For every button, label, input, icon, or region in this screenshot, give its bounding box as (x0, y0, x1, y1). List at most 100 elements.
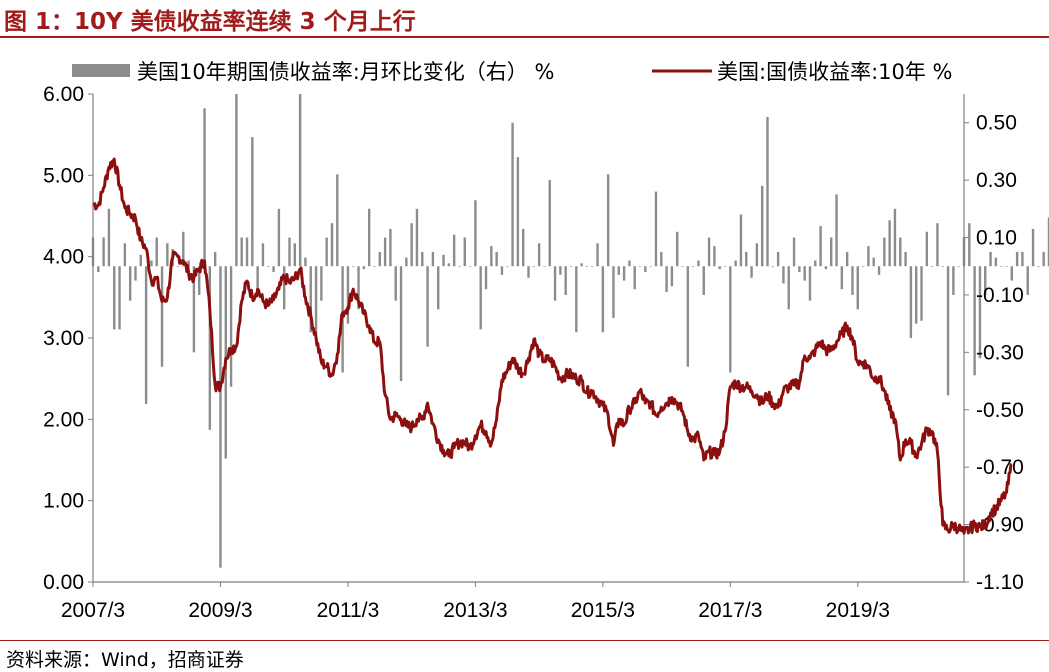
bar (702, 266, 705, 295)
bar (527, 266, 530, 278)
bar (405, 257, 408, 267)
bar (713, 246, 716, 267)
bar (893, 208, 897, 267)
right-tick-label: -0.70 (976, 456, 1024, 479)
bar (771, 266, 775, 267)
bar (203, 108, 206, 267)
bar (415, 208, 419, 267)
bar (750, 266, 753, 278)
bar (814, 260, 817, 267)
left-tick-label: 6.00 (43, 83, 84, 106)
bar (134, 266, 137, 281)
bar (314, 266, 318, 338)
bar (564, 266, 567, 295)
bar (421, 251, 424, 267)
bar (861, 266, 865, 267)
bar (734, 260, 737, 267)
bar (755, 243, 759, 267)
bar (681, 266, 684, 267)
bar (442, 254, 445, 267)
bar (787, 266, 790, 310)
bar (426, 266, 429, 347)
bar (320, 266, 323, 301)
left-tick-label: 1.00 (43, 490, 84, 513)
bar (1031, 228, 1035, 267)
bar (182, 231, 185, 267)
legend-label-bar: 美国10年期国债收益率:月环比变化（右） % (137, 60, 554, 84)
x-tick-label: 2017/3 (698, 599, 762, 622)
bar (660, 251, 663, 267)
x-tick-label: 2015/3 (571, 599, 635, 622)
bar (766, 116, 769, 267)
axes (92, 94, 965, 583)
bar (957, 266, 960, 267)
bar (936, 223, 939, 267)
bar (213, 251, 217, 267)
source-rule (0, 640, 1049, 641)
bar (994, 257, 998, 267)
bar (240, 237, 243, 267)
bar (999, 266, 1003, 267)
bar (474, 200, 477, 267)
x-tick-label: 2009/3 (188, 599, 252, 622)
bar (437, 266, 440, 310)
bar (575, 266, 578, 333)
bar (978, 266, 982, 359)
bar (128, 266, 132, 301)
bar (272, 266, 275, 272)
bar (930, 266, 934, 267)
bar (166, 243, 169, 267)
bar (676, 231, 679, 267)
bar (622, 266, 626, 281)
bar (139, 254, 142, 267)
bar (830, 237, 833, 267)
bar (506, 266, 509, 267)
bar (718, 266, 721, 270)
bar (1015, 251, 1019, 267)
bar (760, 185, 764, 267)
bar (362, 266, 366, 270)
bar (665, 266, 668, 293)
bar (532, 266, 536, 267)
title-underline (0, 36, 1049, 38)
bar (946, 266, 950, 396)
bar (941, 266, 944, 267)
bar (856, 266, 859, 310)
right-tick-label: -0.50 (976, 399, 1024, 422)
bar (591, 266, 594, 267)
bar (984, 266, 987, 295)
bar (612, 266, 615, 318)
bar (144, 266, 148, 405)
bar (288, 237, 291, 267)
bar (580, 263, 583, 267)
bar (389, 228, 392, 267)
bar (463, 237, 466, 267)
bar (543, 266, 546, 267)
bar (176, 266, 180, 267)
bar (267, 266, 270, 267)
bar (490, 246, 493, 267)
x-tick-label: 2019/3 (826, 599, 890, 622)
right-axis-ticks: -1.10-0.90-0.70-0.50-0.30-0.100.100.300.… (964, 112, 1024, 594)
left-tick-label: 4.00 (43, 246, 84, 269)
bar (628, 260, 631, 267)
bar (235, 94, 238, 267)
bar (479, 266, 482, 330)
yield-line (92, 157, 1013, 535)
right-tick-label: 0.10 (976, 227, 1017, 250)
bar (1010, 266, 1013, 281)
bar (739, 214, 743, 267)
bar (192, 266, 196, 353)
legend: 美国10年期国债收益率:月环比变化（右） % 美国:国债收益率:10年 % (72, 60, 953, 84)
bar (309, 266, 312, 333)
bar (633, 266, 636, 290)
bar (123, 243, 127, 267)
bar (1047, 217, 1049, 267)
figure-title: 图 1：10Y 美债收益率连续 3 个月上行 (4, 9, 416, 35)
bar (920, 266, 923, 321)
bar (723, 266, 727, 267)
bar (261, 243, 265, 267)
bar (458, 266, 461, 267)
bar (840, 266, 844, 290)
bar (1005, 266, 1008, 267)
